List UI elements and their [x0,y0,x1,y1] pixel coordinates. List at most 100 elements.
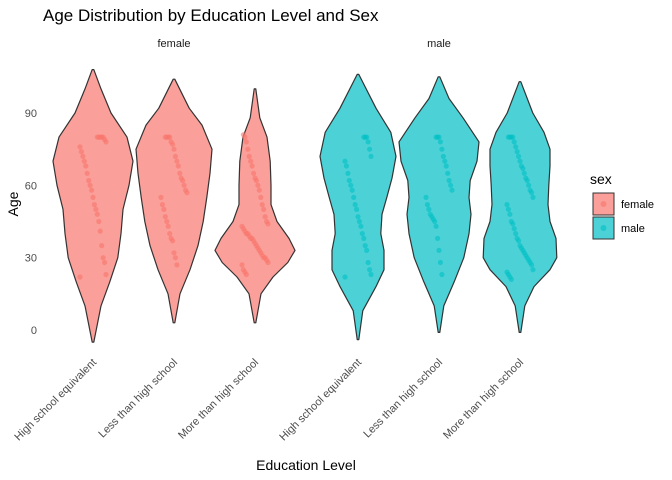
data-point [367,267,373,273]
violin-layer [52,69,558,343]
data-point [362,243,368,249]
data-point [93,206,99,212]
data-point [252,175,258,181]
data-point [527,187,533,193]
data-point [168,139,174,145]
y-tick-label: 0 [31,325,37,337]
data-point [94,134,100,140]
data-point [264,218,270,225]
y-axis-ticks: 0 30 60 90 [25,108,37,337]
data-point [174,158,180,164]
data-point [240,267,246,273]
data-point [251,170,257,176]
data-point [426,206,432,212]
data-point [165,223,171,229]
data-point [183,187,189,193]
data-point [436,247,442,253]
data-point [77,144,83,150]
data-point [261,206,267,212]
data-point [445,170,451,176]
violin-female-1 [135,78,213,324]
data-point [246,153,252,159]
data-point [442,158,448,164]
data-point [164,218,170,225]
data-point [87,182,93,188]
data-point [86,177,92,184]
data-point [84,170,90,176]
data-point [239,262,245,268]
x-tick-label: High school equivalent [277,357,364,444]
violin-female-2 [214,88,296,324]
data-point [361,235,367,241]
y-tick-label: 60 [25,180,37,192]
data-point [168,235,174,241]
data-point [342,274,348,280]
data-point [367,146,373,152]
y-tick-label: 30 [25,253,37,265]
data-point [103,271,109,278]
data-point [77,274,83,280]
data-point [516,153,522,159]
data-point [433,223,439,229]
legend: sex female male [590,171,654,240]
data-point [526,182,532,188]
data-point [90,194,96,200]
data-point [517,243,523,249]
data-point [443,163,449,169]
data-point [259,202,265,208]
data-point [255,182,261,188]
data-point [358,223,364,229]
data-point [343,163,349,169]
data-point [262,214,268,220]
data-point [530,194,536,200]
data-point [239,223,245,229]
legend-key-male-point [600,225,607,231]
facet-label-male: male [427,38,451,50]
data-point [511,226,517,232]
data-point [440,153,446,159]
data-point [245,146,251,152]
data-point [508,218,514,225]
data-point [507,211,513,217]
data-point [439,271,445,278]
data-point [449,187,455,193]
data-point [365,259,371,266]
violin-male-0 [319,73,397,341]
data-point [505,206,511,212]
data-point [78,149,84,155]
x-axis-ticks: High school equivalent Less than high sch… [12,357,526,444]
data-point [240,132,246,138]
data-point [530,267,536,273]
data-point [175,163,181,169]
data-point [243,139,249,145]
data-point [91,202,97,208]
data-point [517,158,523,164]
data-point [437,139,443,145]
data-point [437,259,443,266]
data-point [505,134,511,140]
data-point [162,214,168,220]
data-point [368,153,374,159]
data-point [504,202,510,208]
data-point [368,271,374,278]
data-point [80,153,86,159]
data-point [359,231,365,237]
data-point [518,163,525,169]
data-point [448,182,454,188]
data-point [504,269,510,275]
data-point [342,158,348,164]
data-point [94,211,100,217]
data-point [446,177,452,184]
data-point [348,182,354,188]
data-point [356,218,362,225]
data-point [514,149,520,155]
data-point [439,146,445,152]
data-point [89,187,95,193]
data-point [177,170,183,176]
data-point [351,194,357,200]
facet-label-female: female [157,38,190,50]
data-point [158,194,164,200]
x-tick-label: Less than high school [96,357,180,441]
data-point [167,231,173,237]
